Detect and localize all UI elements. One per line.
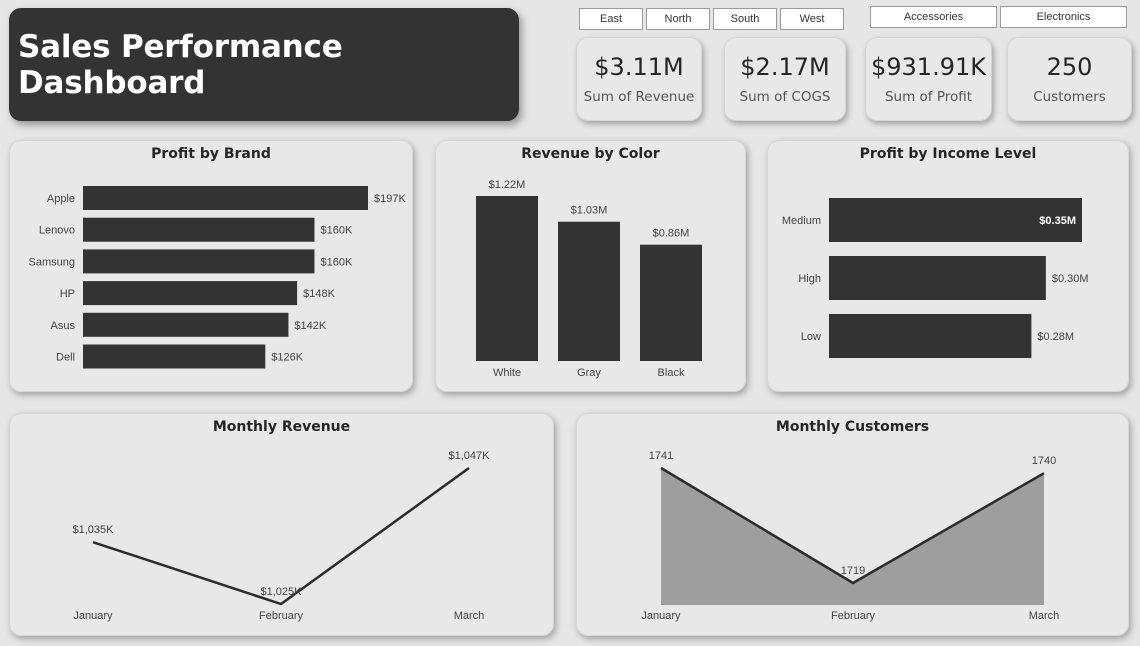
category-label: Black (658, 367, 685, 379)
category-label: Asus (51, 320, 76, 332)
revenue-line (92, 466, 470, 606)
bar (640, 244, 702, 361)
slicer-east-button[interactable]: East (579, 8, 643, 30)
data-label: 1741 (649, 450, 673, 462)
kpi-cogs-card: $2.17M Sum of COGS (724, 37, 846, 121)
data-label: $1.03M (571, 205, 608, 217)
data-label: $1,047K (449, 450, 491, 462)
data-label: $148K (303, 288, 335, 300)
dashboard-title-card: Sales Performance Dashboard (9, 8, 519, 121)
slicer-electronics-button[interactable]: Electronics (1000, 6, 1127, 28)
x-tick-label: January (641, 610, 681, 622)
bar (83, 281, 298, 306)
kpi-cogs-label: Sum of COGS (739, 89, 831, 105)
kpi-profit-value: $931.91K (871, 53, 986, 81)
monthly-revenue-title: Monthly Revenue (212, 419, 351, 435)
bar (829, 256, 1046, 300)
data-label: $1,035K (73, 524, 115, 536)
revenue-by-color-title: Revenue by Color (521, 146, 660, 162)
x-tick-label: January (73, 610, 113, 622)
profit-by-brand-panel: Profit by Brand Apple $197K Lenovo $160K Sam… (9, 140, 413, 392)
data-label: $197K (374, 193, 406, 205)
bar (83, 249, 315, 274)
kpi-profit-card: $931.91K Sum of Profit (865, 37, 992, 121)
profit-by-income-chart: Medium $0.35M High $0.30M Low $0.28M (782, 198, 1089, 358)
customers-area (661, 468, 1044, 605)
revenue-by-color-chart: $1.22M White $1.03M Gray $0.86M Black (476, 179, 702, 379)
revenue-by-color-panel: Revenue by Color $1.22M White $1.03M Gray $0… (435, 140, 746, 392)
bar (829, 198, 1082, 242)
bar (83, 186, 368, 210)
category-label: Gray (577, 367, 601, 379)
monthly-customers-chart: 1741 January 1719 February 1740 March (641, 450, 1060, 622)
category-label: HP (60, 288, 75, 300)
data-label: $142K (294, 320, 326, 332)
data-label: $1,025K (261, 586, 303, 598)
bar (83, 217, 315, 242)
data-label: $126K (271, 352, 303, 364)
category-label: Medium (782, 215, 821, 227)
category-label: Dell (56, 352, 75, 364)
category-label: Apple (47, 193, 75, 205)
slicer-west-button[interactable]: West (780, 8, 844, 30)
x-tick-label: February (259, 610, 304, 622)
data-label: $160K (320, 256, 352, 268)
data-label: 1740 (1032, 455, 1056, 467)
kpi-customers-label: Customers (1033, 89, 1106, 105)
category-label: High (798, 273, 821, 285)
slicer-north-button[interactable]: North (646, 8, 710, 30)
profit-by-income-panel: Profit by Income Level Medium $0.35M High $… (767, 140, 1129, 392)
monthly-customers-title: Monthly Customers (775, 419, 930, 435)
customers-line (660, 466, 1045, 585)
data-label: 1719 (841, 565, 865, 577)
profit-by-brand-chart: Apple $197K Lenovo $160K Samsung $160K HP $148K… (29, 186, 406, 369)
bar (83, 312, 289, 337)
slicer-south-button[interactable]: South (713, 8, 777, 30)
data-label: $0.30M (1052, 273, 1089, 285)
category-slicer: Accessories Electronics (870, 6, 1127, 28)
category-label: White (493, 367, 521, 379)
kpi-revenue-label: Sum of Revenue (583, 89, 695, 105)
data-label: $0.35M (1039, 215, 1076, 227)
kpi-cogs-value: $2.17M (740, 53, 830, 81)
monthly-revenue-panel: Monthly Revenue $1,035K January $1,025K Feb… (9, 413, 554, 636)
data-label: $1.22M (489, 179, 526, 191)
kpi-profit-label: Sum of Profit (884, 89, 973, 105)
category-label: Samsung (29, 256, 75, 268)
bar (558, 221, 620, 361)
x-tick-label: March (1029, 610, 1060, 622)
category-label: Low (801, 331, 821, 343)
bar (829, 314, 1032, 358)
monthly-revenue-chart: $1,035K January $1,025K February $1,047K Marc… (73, 450, 491, 622)
page-title: Sales Performance Dashboard (18, 28, 343, 101)
data-label: $160K (320, 225, 352, 237)
bar (476, 196, 538, 361)
kpi-customers-card: 250 Customers (1007, 37, 1132, 121)
monthly-customers-panel: Monthly Customers 1741 January 1719 Februar… (576, 413, 1129, 636)
region-slicer: East North South West (579, 8, 844, 30)
category-label: Lenovo (39, 225, 75, 237)
x-tick-label: February (831, 610, 876, 622)
kpi-customers-value: 250 (1046, 53, 1093, 81)
profit-by-brand-title: Profit by Brand (151, 146, 271, 162)
data-label: $0.28M (1037, 331, 1074, 343)
kpi-revenue-value: $3.11M (594, 53, 684, 81)
profit-by-income-title: Profit by Income Level (859, 146, 1037, 162)
data-label: $0.86M (653, 228, 690, 240)
slicer-accessories-button[interactable]: Accessories (870, 6, 997, 28)
kpi-revenue-card: $3.11M Sum of Revenue (576, 37, 702, 121)
x-tick-label: March (454, 610, 485, 622)
bar (83, 344, 266, 369)
